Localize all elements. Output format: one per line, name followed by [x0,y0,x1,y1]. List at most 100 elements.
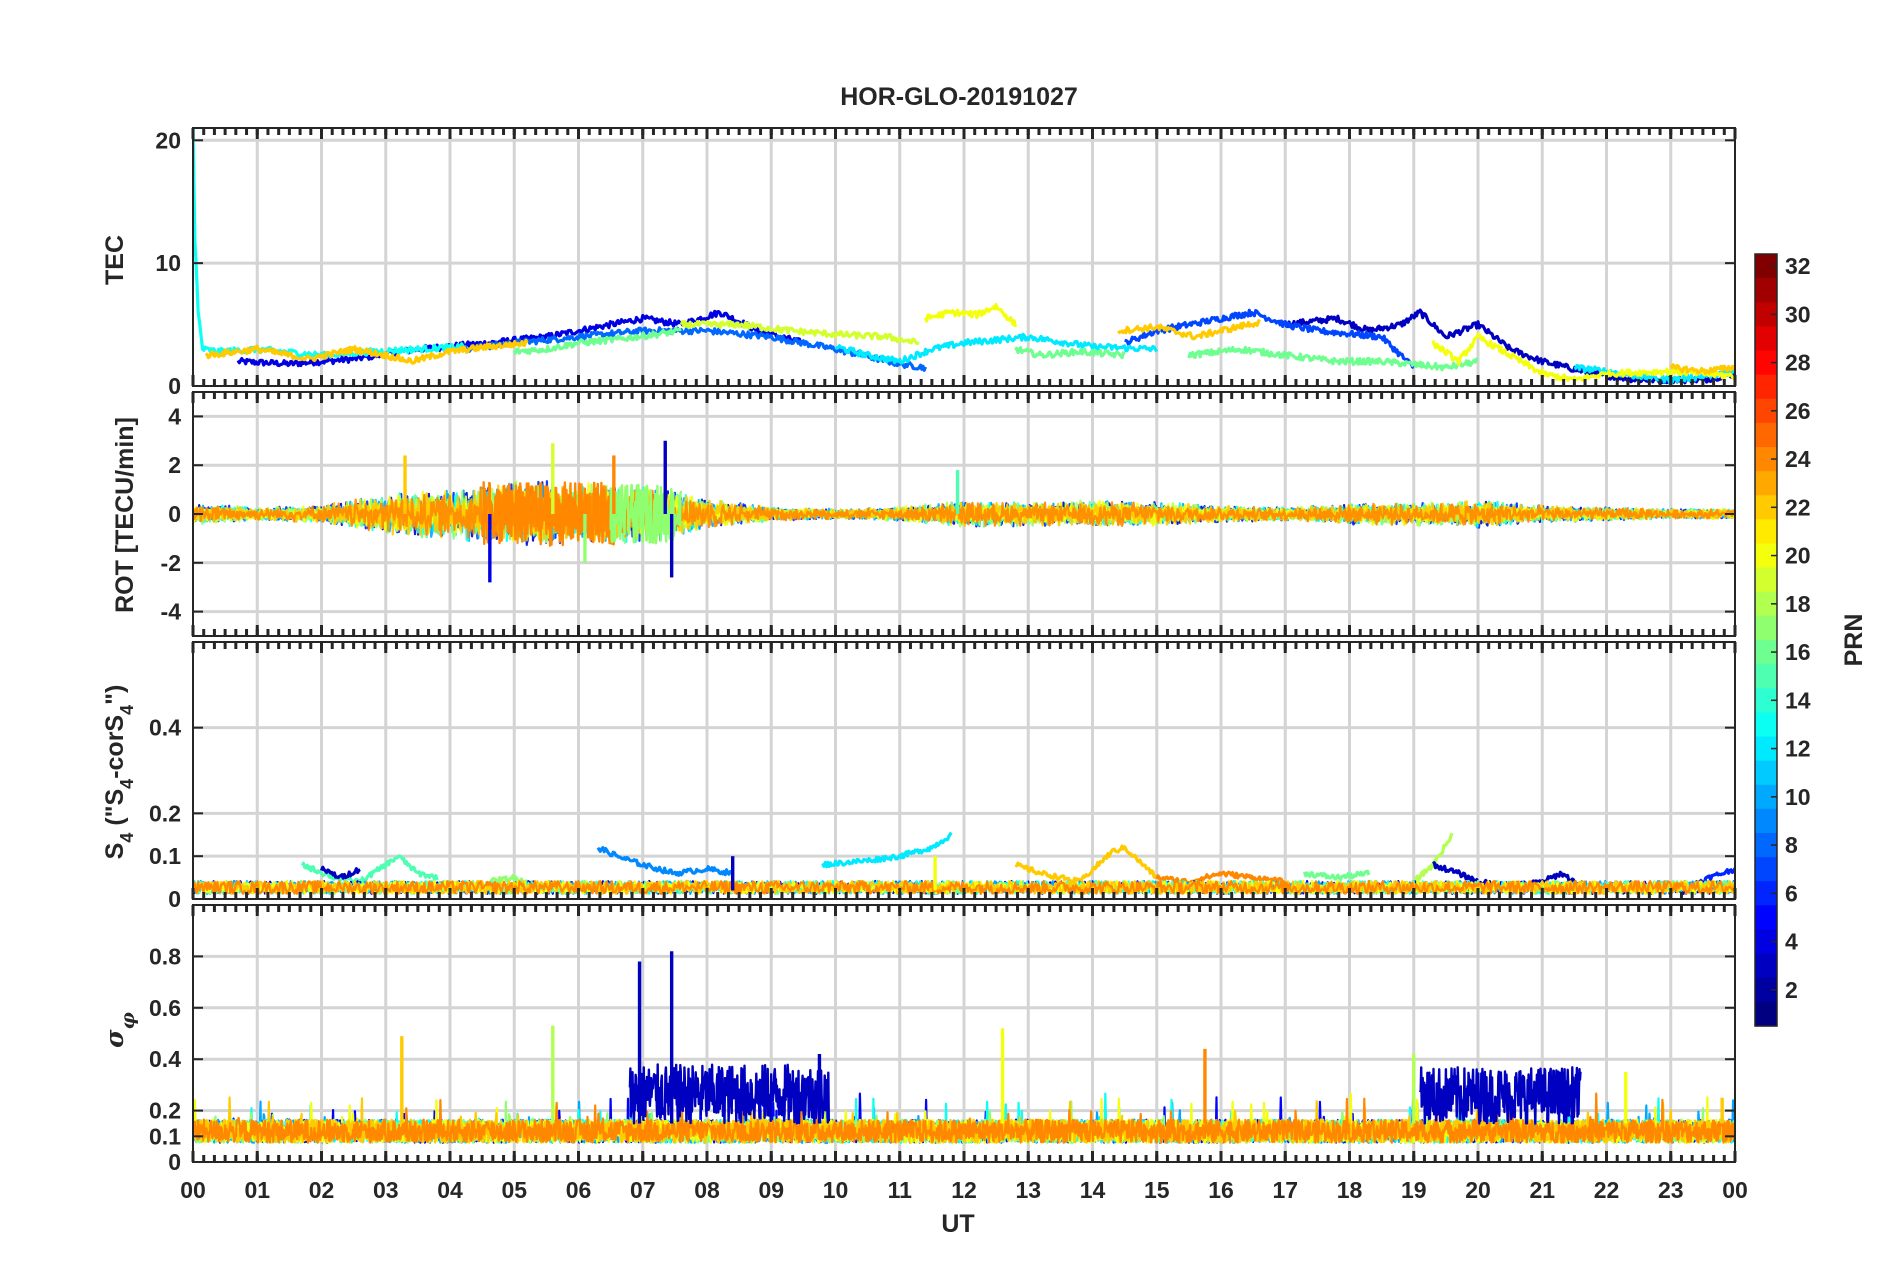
sigma-block-prn-3 [1419,1066,1582,1125]
colorbar-tick-label: 4 [1785,929,1798,955]
x-tick-label: 11 [888,1177,913,1203]
x-tick-label: 04 [437,1177,463,1203]
y-tick-label: 0 [168,501,181,527]
series-prn-20 [923,302,1017,328]
colorbar-strip [1755,278,1777,303]
series-prn-16 [1302,869,1371,881]
colorbar-tick-label: 28 [1785,350,1811,376]
x-tick-label: 13 [1015,1177,1041,1203]
series-prn-19 [679,319,920,346]
panel-s4: 00.10.20.4S4 ("S4-corS4") [101,641,1737,912]
colorbar-strip [1755,591,1777,617]
colorbar-strip [1755,760,1777,786]
colorbar-strip [1755,254,1777,279]
y-tick-label: 0 [168,886,181,912]
colorbar-tick-label: 24 [1785,446,1811,472]
panel-rot: -4 -2 0 2 4 ROT [TECU/min] [111,391,1737,637]
y-tick-label: 4 [168,403,181,429]
minor-ticks [191,642,1737,899]
colorbar-strip [1755,688,1777,713]
colorbar-strip [1755,857,1777,882]
x-tick-label: 05 [501,1177,527,1203]
y-axis-label-part: 4 [117,705,137,715]
colorbar-strip [1755,350,1777,376]
x-tick-label: 17 [1272,1177,1298,1203]
series-prn-16 [1014,346,1126,360]
colorbar-strip [1755,736,1777,762]
colorbar-strip [1755,1001,1777,1027]
colorbar-tick-label: 30 [1785,301,1811,327]
x-tick-label: 21 [1529,1177,1555,1203]
colorbar-strips [1754,253,1778,1027]
colorbar-tick-label: 10 [1785,784,1811,810]
colorbar-tick-label: 6 [1785,880,1798,906]
y-tick-label: 0.2 [149,800,181,826]
sigma-block-prn-3 [628,1063,830,1125]
panel-sigma_phi: 00.10.2 0.4 0.6 0.8 σφ 00 01 02 03 04 05 06 07 08 09 10… [100,904,1748,1203]
y-axis-label-part: σ [100,1029,129,1048]
y-tick-label: -2 [161,550,181,576]
colorbar-strip [1755,640,1777,665]
rot-burst-prn-17 [609,483,683,545]
colorbar-strip [1755,471,1777,496]
colorbar-strip [1755,543,1777,569]
colorbar-tick-label: 26 [1785,398,1811,424]
colorbar-tick-label: 16 [1785,639,1811,665]
x-tick-label: 00 [1722,1177,1748,1203]
x-tick-label: 12 [951,1177,977,1203]
colorbar-strip [1755,808,1777,834]
colorbar-strip [1755,833,1777,858]
colorbar-strip [1755,881,1777,906]
y-tick-label: 0.8 [149,943,181,969]
rot-burst-prn-24 [480,481,618,547]
x-tick-label: 15 [1144,1177,1170,1203]
minor-ticks [191,392,1737,636]
series-prn-12 [821,831,953,869]
grid-lines [193,642,1735,899]
colorbar-strip [1755,784,1777,810]
y-axis-label: S4 ("S4-corS4") [101,685,137,860]
colorbar-frame [1754,253,1778,1027]
x-tick-label: 16 [1208,1177,1234,1203]
series-prn-4 [236,309,804,368]
colorbar-label: PRN [1840,614,1868,667]
colorbar-tick-label: 20 [1785,543,1811,569]
chart-title: HOR-GLO-20191027 [840,83,1078,111]
y-axis-label-part: -corS [101,715,129,779]
x-tick-label: 09 [758,1177,784,1203]
colorbar-tick-label: 2 [1785,977,1798,1003]
colorbar-strip [1755,326,1777,352]
series-prn-22 [1669,363,1735,376]
colorbar-strip [1755,615,1777,641]
sigma-baseline-prn-24 [193,1092,1735,1144]
x-tick-label: 20 [1465,1177,1491,1203]
series-prn-16 [1187,345,1479,372]
x-tick-label: 10 [823,1177,849,1203]
y-tick-label: 0.1 [149,843,181,869]
colorbar-strip [1755,302,1777,327]
panel-tec: 0 10 20 TEC [101,127,1737,399]
y-tick-label: 20 [155,127,181,153]
colorbar-strip [1755,712,1777,738]
colorbar-tick-label: 12 [1785,736,1811,762]
y-axis-label-part: S [101,843,129,860]
colorbar-strip [1755,422,1777,448]
y-axis-label-part: φ [117,1012,139,1029]
y-axis-label-part: ("S [101,789,129,833]
x-tick-label: 23 [1658,1177,1684,1203]
colorbar-tick-label: 22 [1785,494,1811,520]
series-group [193,440,1735,583]
series-prn-12 [834,332,1159,365]
colorbar-strip [1755,374,1777,400]
y-axis-label-part: ") [101,685,129,705]
y-axis-label: TEC [101,235,129,285]
x-axis-label: UT [941,1210,974,1238]
series-prn-9 [596,846,734,877]
x-tick-label: 06 [566,1177,592,1203]
y-tick-label: 2 [168,452,181,478]
x-tick-label: 00 [180,1177,206,1203]
series-prn-15 [300,854,439,886]
rot-series-prn-24 [193,481,1735,545]
